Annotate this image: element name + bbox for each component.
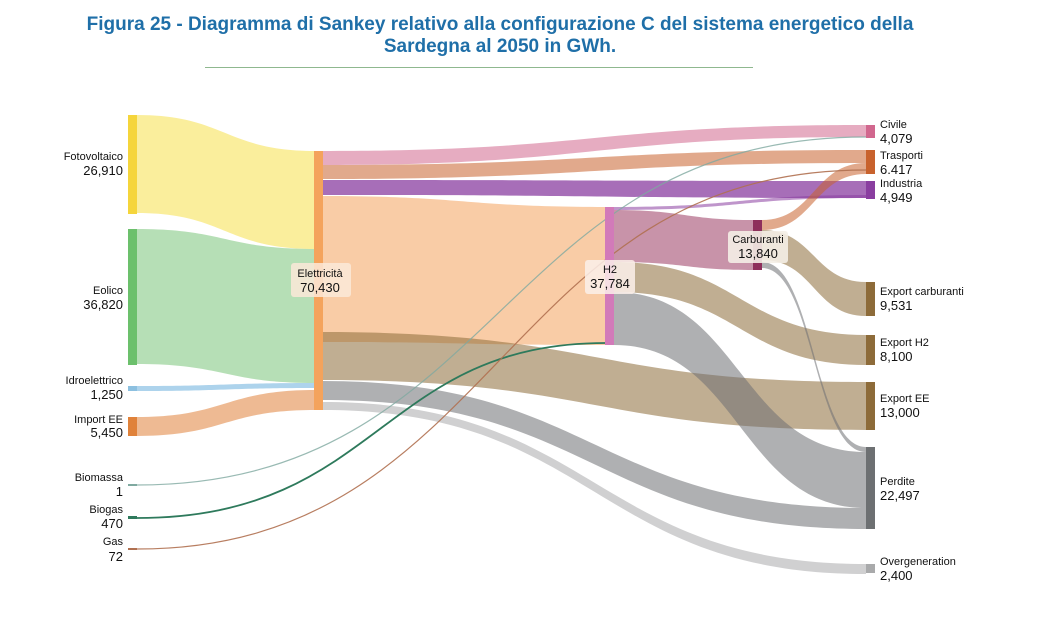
- label-idroelettrico-value: 1,250: [90, 387, 123, 402]
- label-elettricita-value: 70,430: [300, 280, 340, 295]
- label-gas-name: Gas: [103, 536, 124, 548]
- link-elettricita-perdite: [323, 381, 866, 529]
- node-gas: [128, 548, 137, 550]
- node-biomassa: [128, 484, 137, 486]
- node-industria: [866, 181, 875, 199]
- label-biomassa-value: 1: [116, 484, 123, 499]
- link-h2-perdite: [614, 292, 866, 508]
- link-fotovoltaico-elettricita: [137, 115, 315, 249]
- node-civile: [866, 125, 875, 138]
- label-fotovoltaico-name: Fotovoltaico: [64, 151, 123, 163]
- label-carburanti-value: 13,840: [738, 246, 778, 261]
- label-eolico-value: 36,820: [83, 297, 123, 312]
- label-perdite-value: 22,497: [880, 488, 920, 503]
- figure-title-line-1: Figura 25 - Diagramma di Sankey relativo…: [86, 14, 914, 35]
- label-idroelettrico-name: Idroelettrico: [66, 375, 123, 387]
- node-import-ee: [128, 417, 137, 436]
- label-biogas-value: 470: [101, 516, 123, 531]
- link-h2-industria: [614, 195, 866, 210]
- node-overgeneration: [866, 564, 875, 573]
- label-export-ee-name: Export EE: [880, 393, 930, 405]
- link-elettricita-industria: [323, 180, 866, 198]
- node-biogas: [128, 516, 137, 519]
- label-h2-name: H2: [603, 264, 617, 276]
- figure-title: Figura 25 - Diagramma di Sankey relativo…: [0, 14, 1000, 58]
- label-export-ee-value: 13,000: [880, 405, 920, 420]
- label-bg-carburanti: [728, 231, 788, 263]
- link-idroelettrico-elettricita: [137, 383, 315, 391]
- label-elettricita-name: Elettricità: [297, 268, 343, 280]
- label-trasporti-name: Trasporti: [880, 150, 923, 162]
- label-carburanti-name: Carburanti: [732, 234, 783, 246]
- label-h2-value: 37,784: [590, 276, 630, 291]
- sankey-links: [137, 115, 866, 574]
- title-underline: [205, 67, 753, 68]
- label-overgeneration-value: 2,400: [880, 568, 913, 583]
- label-civile-value: 4,079: [880, 131, 913, 146]
- label-industria-name: Industria: [880, 178, 923, 190]
- node-labels: Fotovoltaico 26,910 Eolico 36,820 Idroel…: [64, 119, 964, 583]
- thin-links: [136, 136, 867, 550]
- link-h2-export-h2: [614, 262, 866, 365]
- label-bg-h2: [585, 260, 635, 294]
- node-export-h2: [866, 335, 875, 365]
- link-elettricita-h2: [323, 196, 606, 345]
- label-civile-name: Civile: [880, 119, 907, 131]
- link-elettricita-trasporti: [323, 150, 866, 179]
- label-import-ee-value: 5,450: [90, 425, 123, 440]
- link-biomassa-civile: [136, 136, 867, 486]
- link-carburanti-trasporti: [762, 163, 866, 230]
- label-export-carburanti-name: Export carburanti: [880, 286, 964, 298]
- link-h2-carburanti: [614, 210, 754, 270]
- link-gas-trasporti: [136, 169, 867, 550]
- label-industria-value: 4,949: [880, 190, 913, 205]
- label-bg-elettricita: [291, 263, 351, 297]
- label-trasporti-value: 6.417: [880, 162, 913, 177]
- label-eolico-name: Eolico: [93, 285, 123, 297]
- node-export-ee: [866, 382, 875, 430]
- label-export-carburanti-value: 9,531: [880, 298, 913, 313]
- link-carburanti-perdite: [762, 262, 866, 452]
- node-eolico: [128, 229, 137, 365]
- label-export-h2-value: 8,100: [880, 349, 913, 364]
- figure-title-line-2: Sardegna al 2050 in GWh.: [383, 36, 617, 57]
- label-biomassa-name: Biomassa: [75, 472, 124, 484]
- node-perdite: [866, 447, 875, 529]
- label-fotovoltaico-value: 26,910: [83, 163, 123, 178]
- label-gas-value: 72: [109, 549, 123, 564]
- link-biogas-h2: [136, 342, 607, 519]
- link-elettricita-civile: [323, 125, 866, 165]
- label-overgeneration-name: Overgeneration: [880, 556, 956, 568]
- node-fotovoltaico: [128, 115, 137, 214]
- link-elettricita-overgeneration: [323, 402, 866, 574]
- label-export-h2-name: Export H2: [880, 337, 929, 349]
- label-biogas-name: Biogas: [89, 504, 123, 516]
- node-trasporti: [866, 150, 875, 174]
- link-eolico-elettricita: [137, 229, 315, 383]
- node-export-carburanti: [866, 282, 875, 316]
- link-import-ee-elettricita: [137, 390, 315, 436]
- label-import-ee-name: Import EE: [74, 414, 123, 426]
- node-idroelettrico: [128, 386, 137, 391]
- label-perdite-name: Perdite: [880, 476, 915, 488]
